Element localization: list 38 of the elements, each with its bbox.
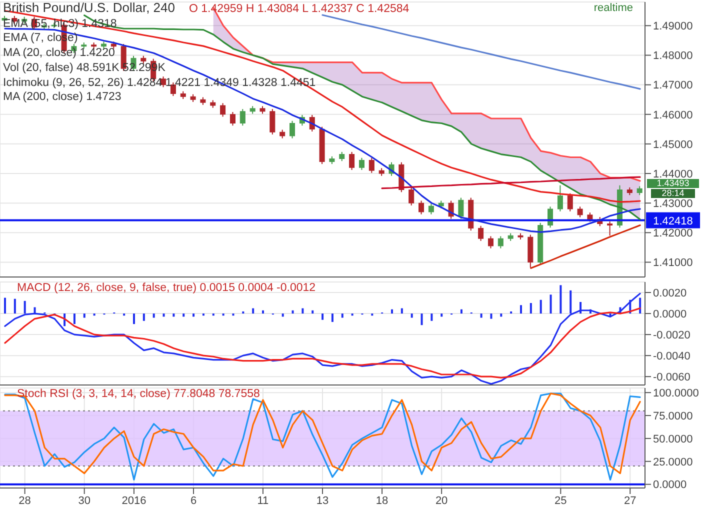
x-tick-label: 18 (376, 494, 388, 507)
y-tick-label: -0.0040 (653, 350, 690, 362)
y-tick-label: 0.0000 (653, 308, 687, 320)
x-tick-label: 25 (554, 494, 567, 507)
x-tick-label: 2016 (122, 494, 146, 507)
ref-line-label: 1.42418 (653, 215, 693, 228)
x-tick-label: 27 (624, 494, 636, 507)
y-tick-label: -0.0020 (653, 329, 690, 342)
x-tick-label: 30 (78, 494, 90, 507)
x-tick-label: 11 (257, 494, 269, 507)
y-tick-label: 25.0000 (653, 456, 693, 468)
y-tick-label: 1.43000 (653, 198, 693, 210)
x-tick-label: 6 (190, 494, 197, 507)
y-tick-label: -0.0060 (653, 371, 690, 384)
y-tick-label: 100.0000 (653, 387, 699, 400)
y-tick-label: 1.44000 (653, 168, 693, 180)
chart-title: British Pound/U.S. Dollar, 240 (3, 0, 175, 15)
annotation: realtime (594, 2, 633, 14)
annotation: MA (20, close) 1.4220 (3, 47, 115, 60)
y-tick-label: 0.0020 (653, 287, 687, 300)
y-tick-label: 1.45000 (653, 138, 693, 151)
x-tick-label: 28 (18, 494, 31, 507)
y-tick-label: 1.48000 (653, 50, 693, 62)
y-tick-label: 75.0000 (653, 410, 693, 422)
x-tick-label: 20 (435, 494, 448, 507)
y-tick-label: 1.41000 (653, 257, 693, 270)
y-tick-label: 1.47000 (653, 80, 693, 92)
price-tag: 28:14 (651, 188, 695, 198)
y-tick-label: 1.46000 (653, 109, 693, 122)
y-tick-label: 1.49000 (653, 20, 693, 33)
price-tag: 1.43493 (647, 178, 699, 188)
annotation: MA (200, close) 1.4723 (3, 91, 122, 104)
y-tick-label: 0.0000 (653, 479, 687, 492)
annotation: MACD (12, 26, close, 9, false, true) 0.0015 0.0004 -0.0012 (17, 282, 316, 294)
y-tick-label: 1.42000 (653, 228, 693, 240)
annotation: Stoch RSI (3, 3, 14, 14, close) 77.8048 78.7558 (17, 388, 260, 400)
y-tick-label: 50.0000 (653, 433, 693, 446)
x-tick-label: 13 (316, 494, 329, 507)
